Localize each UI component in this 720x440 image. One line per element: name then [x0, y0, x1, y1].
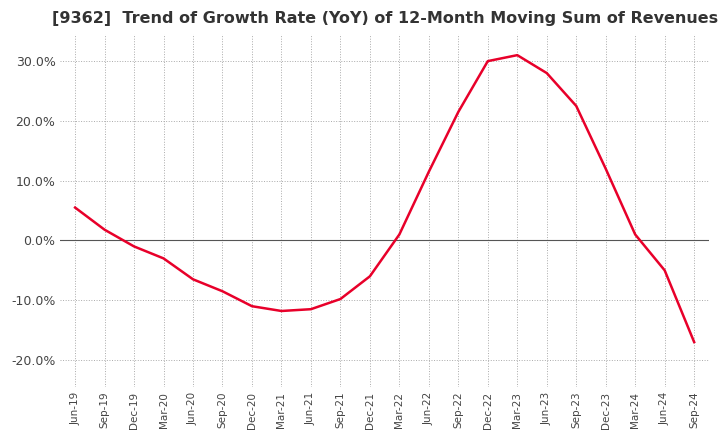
Title: [9362]  Trend of Growth Rate (YoY) of 12-Month Moving Sum of Revenues: [9362] Trend of Growth Rate (YoY) of 12-…: [52, 11, 718, 26]
